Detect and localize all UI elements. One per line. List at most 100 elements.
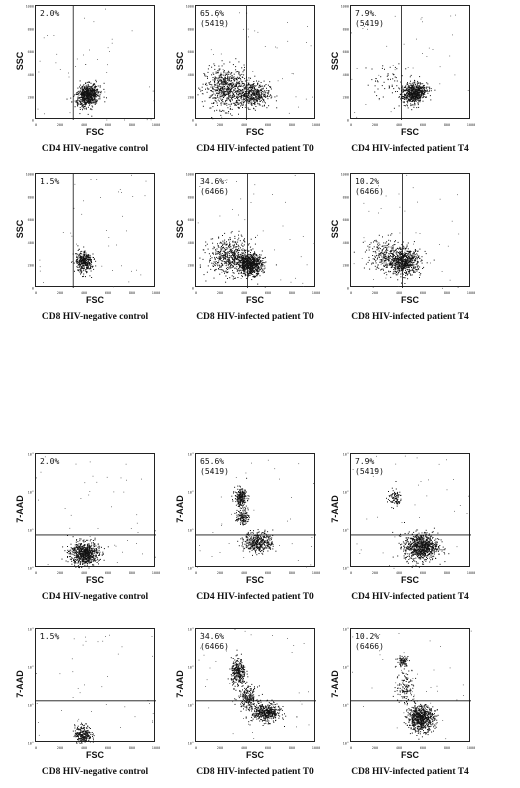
data-point (204, 101, 205, 102)
data-point (224, 103, 225, 104)
data-point (249, 80, 250, 81)
data-point (410, 81, 411, 82)
data-point (90, 86, 91, 87)
data-point (440, 66, 441, 67)
data-point (103, 89, 104, 90)
data-point (418, 92, 419, 93)
data-point (225, 262, 226, 263)
data-point (91, 264, 92, 265)
data-point (226, 78, 227, 79)
data-point (408, 91, 409, 92)
y-tick-label: 0 (347, 119, 349, 123)
data-point (252, 71, 253, 72)
data-point (398, 88, 399, 89)
data-point (225, 103, 226, 104)
x-tick-label: 800 (289, 123, 295, 127)
data-point (237, 71, 238, 72)
data-point (88, 84, 89, 85)
data-point (254, 95, 255, 96)
data-point (220, 96, 221, 97)
data-point (257, 93, 258, 94)
data-point (78, 103, 79, 104)
data-point (219, 256, 220, 257)
data-point (248, 244, 249, 245)
data-point (80, 92, 81, 93)
data-point (40, 266, 41, 267)
data-point (238, 61, 239, 62)
data-point (255, 110, 256, 111)
data-point (268, 90, 269, 91)
data-point (416, 91, 417, 92)
data-point (217, 97, 218, 98)
data-point (399, 105, 400, 106)
data-point (241, 260, 242, 261)
data-point (99, 97, 100, 98)
data-point (257, 83, 258, 84)
data-point (416, 107, 417, 108)
data-point (222, 265, 223, 266)
data-point (229, 77, 230, 78)
panel-caption: CD4 HIV-negative control (15, 144, 175, 154)
data-point (392, 78, 393, 79)
data-point (252, 274, 253, 275)
data-point (259, 267, 260, 268)
data-point (238, 255, 239, 256)
data-point (226, 113, 227, 114)
data-point (81, 87, 82, 88)
data-point (411, 84, 412, 85)
data-point (243, 74, 244, 75)
data-point (235, 84, 236, 85)
data-point (415, 258, 416, 259)
data-point (81, 259, 82, 260)
data-point (208, 89, 209, 90)
data-point (237, 77, 238, 78)
data-point (229, 242, 230, 243)
y-tick-label: 400 (188, 241, 194, 245)
data-point (234, 238, 235, 239)
data-point (250, 258, 251, 259)
data-point (254, 256, 255, 257)
data-point (259, 103, 260, 104)
data-point (228, 87, 229, 88)
data-point (90, 93, 91, 94)
data-point (409, 86, 410, 87)
data-point (253, 257, 254, 258)
y-axis-label: SSC (15, 41, 25, 81)
data-point (131, 175, 132, 176)
data-point (87, 92, 88, 93)
data-point (220, 253, 221, 254)
data-point (248, 91, 249, 92)
data-point (80, 97, 81, 98)
data-point (314, 243, 315, 244)
data-point (255, 102, 256, 103)
y-tick-label: 600 (188, 218, 194, 222)
data-point (267, 93, 268, 94)
data-point (231, 255, 232, 256)
data-point (251, 202, 252, 203)
data-point (422, 87, 423, 88)
data-point (226, 103, 227, 104)
data-point (267, 98, 268, 99)
data-point (268, 92, 269, 93)
data-point (416, 99, 417, 100)
data-point (118, 192, 119, 193)
data-point (429, 90, 430, 91)
data-point (217, 80, 218, 81)
y-tick-label: 200 (188, 264, 194, 268)
data-point (406, 88, 407, 89)
data-point (352, 79, 353, 80)
data-point (81, 214, 82, 215)
data-point (243, 98, 244, 99)
data-point (84, 268, 85, 269)
data-point (89, 105, 90, 106)
data-point (231, 264, 232, 265)
data-point (227, 91, 228, 92)
data-point (215, 98, 216, 99)
data-point (208, 72, 209, 73)
data-point (240, 254, 241, 255)
data-point (229, 262, 230, 263)
data-point (421, 88, 422, 89)
data-point (234, 258, 235, 259)
data-point (234, 263, 235, 264)
data-point (43, 282, 44, 283)
